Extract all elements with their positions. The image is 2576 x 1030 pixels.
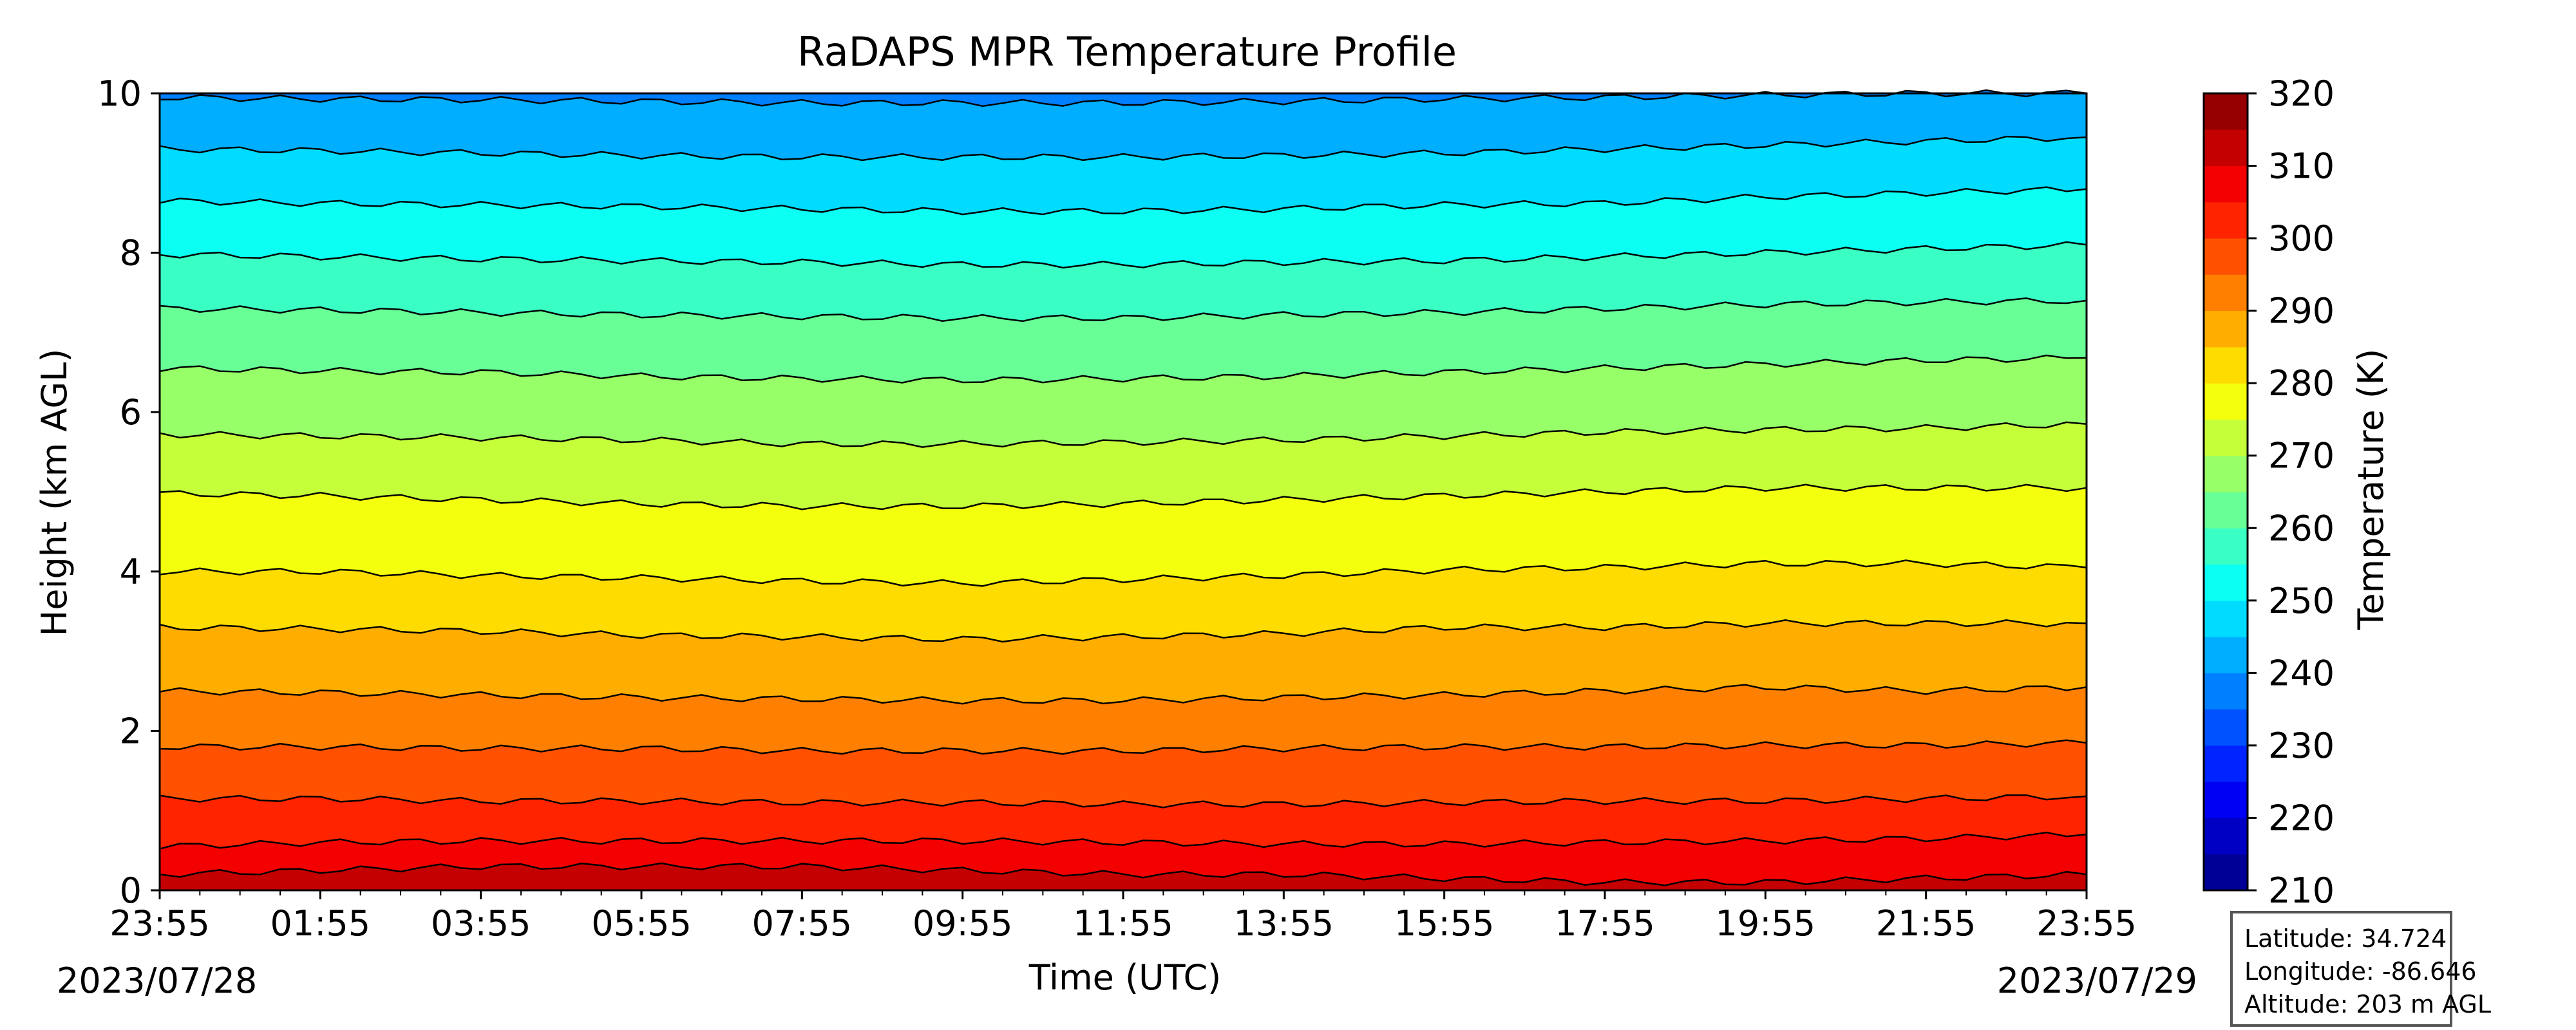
colorbar-band-315 — [2204, 93, 2248, 130]
x-tick-label: 09:55 — [913, 903, 1013, 944]
x-tick-label: 21:55 — [1876, 903, 1976, 944]
contour-270 — [159, 421, 2087, 448]
colorbar-band-230 — [2204, 709, 2248, 746]
y-tick-label: 0 — [120, 870, 142, 911]
x-tick-label: 19:55 — [1716, 903, 1816, 944]
contour-240 — [159, 89, 2087, 108]
y-tick-label: 4 — [120, 552, 142, 592]
contour-255 — [159, 241, 2087, 269]
x-tick-label: 07:55 — [752, 903, 853, 944]
y-tick-label: 6 — [120, 392, 142, 433]
x-tick-label: 13:55 — [1234, 903, 1334, 944]
colorbar-band-255 — [2204, 528, 2248, 565]
colorbar-tick-label: 260 — [2268, 508, 2334, 548]
x-tick-label: 01:55 — [270, 903, 371, 944]
contour-245 — [159, 135, 2087, 162]
colorbar-band-310 — [2204, 129, 2248, 167]
contour-275 — [159, 483, 2087, 510]
contour-290 — [159, 684, 2087, 705]
contour-260 — [159, 297, 2087, 323]
colorbar-tick-label: 310 — [2268, 146, 2334, 187]
colorbar-frame — [2202, 92, 2249, 892]
colorbar-band-285 — [2204, 310, 2248, 348]
colorbar-band-300 — [2204, 201, 2248, 239]
x-tick-label: 17:55 — [1555, 903, 1655, 944]
plot-axes: 23:55 01:55 03:55 05:55 07:55 09:55 11:55 13:55… — [97, 73, 2137, 944]
colorbar-band-275 — [2204, 383, 2248, 420]
x-tick-label: 23:55 — [109, 903, 210, 944]
station-altitude: Altitude: 203 m AGL — [2244, 990, 2492, 1018]
y-tick-label: 10 — [97, 73, 142, 114]
x-tick-label: 11:55 — [1073, 903, 1173, 944]
contour-310 — [159, 862, 2087, 886]
contour-265 — [159, 354, 2087, 384]
colorbar-tick-label: 320 — [2268, 73, 2334, 114]
colorbar-band-305 — [2204, 165, 2248, 203]
colorbar-band-260 — [2204, 492, 2248, 529]
chart-title: RaDAPS MPR Temperature Profile — [797, 28, 1457, 75]
station-latitude: Latitude: 34.724 — [2244, 924, 2447, 953]
y-tick-label: 2 — [120, 711, 142, 751]
temperature-colorbar: 210 220 230 240 250 260 270 280 290 300 310 320 — [2202, 73, 2334, 911]
colorbar-tick-label: 230 — [2268, 726, 2334, 766]
colorbar-band-250 — [2204, 564, 2248, 601]
colorbar-band-220 — [2204, 782, 2248, 818]
contour-305 — [159, 831, 2087, 850]
colorbar-band-240 — [2204, 637, 2248, 673]
colorbar-band-295 — [2204, 238, 2248, 275]
colorbar-tick-label: 290 — [2268, 291, 2334, 332]
colorbar-band-235 — [2204, 673, 2248, 710]
colorbar-tick-label: 250 — [2268, 581, 2334, 621]
colorbar-band-210 — [2204, 854, 2248, 891]
end-date-label: 2023/07/29 — [1997, 960, 2197, 1001]
colorbar-tick-label: 220 — [2268, 798, 2334, 838]
x-tick-label: 23:55 — [2036, 903, 2137, 944]
contour-280 — [159, 559, 2087, 587]
y-axis-label: Height (km AGL) — [34, 349, 75, 637]
x-tick-label: 03:55 — [431, 903, 531, 944]
colorbar-band-270 — [2204, 419, 2248, 456]
colorbar-band-265 — [2204, 455, 2248, 492]
contour-295 — [159, 739, 2087, 755]
colorbar-band-245 — [2204, 600, 2248, 637]
station-info-box: Latitude: 34.724 Longitude: -86.646 Alti… — [2230, 911, 2492, 1027]
temperature-contours — [159, 89, 2087, 886]
contour-300 — [159, 794, 2087, 809]
contour-285 — [159, 619, 2087, 643]
colorbar-tick-label: 280 — [2268, 363, 2334, 404]
start-date-label: 2023/07/28 — [57, 960, 257, 1001]
colorbar-tick-label: 270 — [2268, 436, 2334, 476]
colorbar-band-290 — [2204, 274, 2248, 312]
y-tick-label: 8 — [120, 233, 142, 274]
colorbar-label: Temperature (K) — [2351, 349, 2391, 631]
colorbar-band-280 — [2204, 346, 2248, 384]
colorbar-band-225 — [2204, 745, 2248, 782]
colorbar-tick-label: 300 — [2268, 218, 2334, 259]
x-tick-label: 15:55 — [1394, 903, 1495, 944]
colorbar-tick-label: 240 — [2268, 653, 2334, 693]
colorbar-band-215 — [2204, 818, 2248, 855]
x-tick-label: 05:55 — [591, 903, 692, 944]
contour-250 — [159, 186, 2087, 216]
colorbar-tick-label: 210 — [2268, 870, 2334, 911]
x-axis-label: Time (UTC) — [1028, 957, 1222, 998]
station-longitude: Longitude: -86.646 — [2244, 957, 2477, 986]
band-242.5 — [160, 93, 2087, 160]
temperature-field — [160, 90, 2087, 890]
